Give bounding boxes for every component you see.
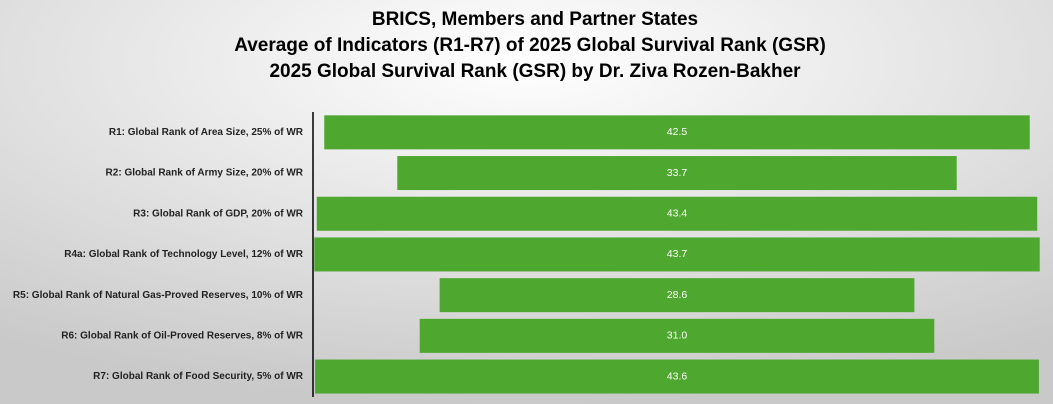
category-label: R1: Global Rank of Area Size, 25% of WR [109,127,304,138]
chart-title: BRICS, Members and Partner States [372,9,698,30]
bar [324,115,1030,150]
category-label: R6: Global Rank of Oil-Proved Reserves, … [61,330,304,341]
category-label: R5: Global Rank of Natural Gas-Proved Re… [13,290,304,301]
bar [316,196,1038,231]
value-label: 28.6 [667,289,688,301]
category-label: R3: Global Rank of GDP, 20% of WR [133,208,304,219]
bar [314,237,1040,272]
value-label: 43.7 [667,248,688,260]
bar [439,278,915,313]
category-label: R2: Global Rank of Army Size, 20% of WR [106,168,304,179]
chart-title: 2025 Global Survival Rank (GSR) by Dr. Z… [269,61,801,82]
category-label: R4a: Global Rank of Technology Level, 12… [64,249,304,260]
value-label: 31.0 [667,330,688,342]
value-label: 42.5 [667,126,688,138]
value-label: 43.4 [667,208,688,220]
bar [419,318,935,353]
category-label: R7: Global Rank of Food Security, 5% of … [93,371,304,382]
bar [397,156,957,191]
value-label: 33.7 [667,167,688,179]
bar [315,359,1039,394]
value-label: 43.6 [667,370,688,382]
chart-title: Average of Indicators (R1-R7) of 2025 Gl… [234,35,826,56]
